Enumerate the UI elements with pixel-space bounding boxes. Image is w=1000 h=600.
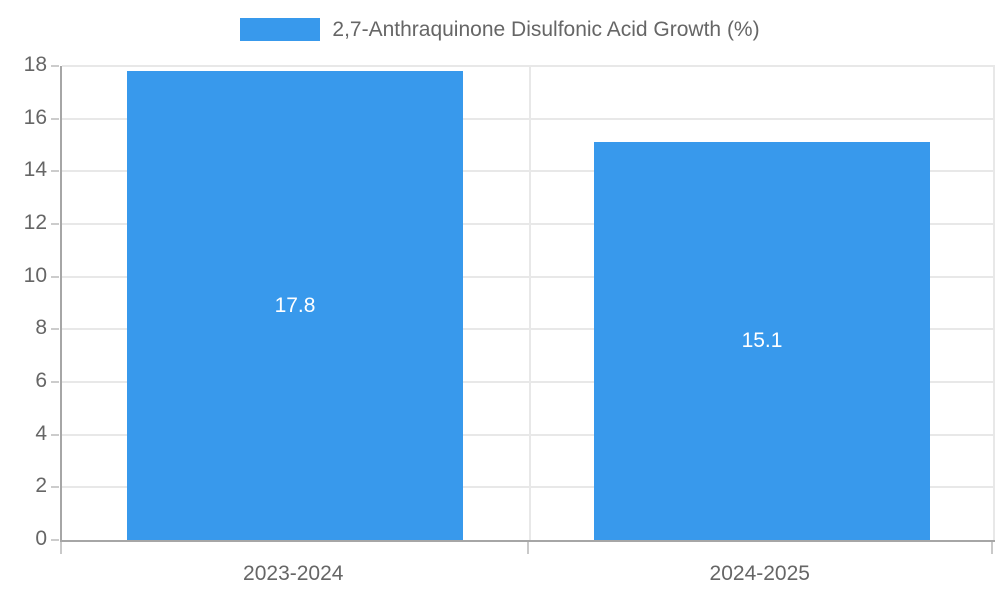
y-tick-mark bbox=[51, 275, 59, 278]
y-tick-label: 4 bbox=[35, 421, 47, 445]
y-tick-mark bbox=[51, 433, 59, 436]
y-tick-label: 8 bbox=[35, 316, 47, 340]
x-tick-mark bbox=[991, 542, 993, 554]
y-tick-label: 0 bbox=[35, 527, 47, 550]
y-tick-mark bbox=[51, 223, 59, 225]
x-tick-label: 2023-2024 bbox=[243, 562, 344, 585]
x-tick-mark bbox=[526, 542, 529, 554]
y-tick-label: 14 bbox=[23, 158, 47, 182]
legend-label: 2,7-Anthraquinone Disulfonic Acid Growth… bbox=[332, 18, 760, 41]
y-tick-label: 12 bbox=[23, 211, 47, 234]
y-tick-mark bbox=[51, 539, 59, 541]
y-tick-mark bbox=[51, 328, 59, 331]
y-tick-label: 16 bbox=[23, 105, 47, 129]
bar bbox=[127, 71, 463, 540]
y-tick-label: 2 bbox=[35, 474, 47, 498]
x-tick-mark bbox=[60, 542, 62, 554]
y-tick-label: 6 bbox=[35, 369, 47, 392]
x-tick-label: 2024-2025 bbox=[709, 562, 810, 585]
y-tick-mark bbox=[51, 381, 59, 383]
plot-area: 17.8 15.1 bbox=[60, 65, 995, 542]
bar-value-label: 15.1 bbox=[741, 329, 783, 352]
y-tick-label: 18 bbox=[23, 53, 47, 76]
y-tick-mark bbox=[51, 170, 59, 173]
y-tick-mark bbox=[51, 117, 59, 120]
bar bbox=[594, 142, 930, 540]
y-tick-mark bbox=[51, 65, 59, 67]
x-boundary-gridline bbox=[528, 66, 531, 540]
legend-swatch-icon bbox=[240, 18, 321, 41]
chart-legend[interactable]: 2,7-Anthraquinone Disulfonic Acid Growth… bbox=[0, 18, 1000, 41]
y-tick-mark bbox=[51, 486, 59, 489]
bar-value-label: 17.8 bbox=[274, 294, 316, 317]
x-boundary-gridline bbox=[993, 66, 995, 540]
y-tick-label: 10 bbox=[23, 263, 47, 287]
